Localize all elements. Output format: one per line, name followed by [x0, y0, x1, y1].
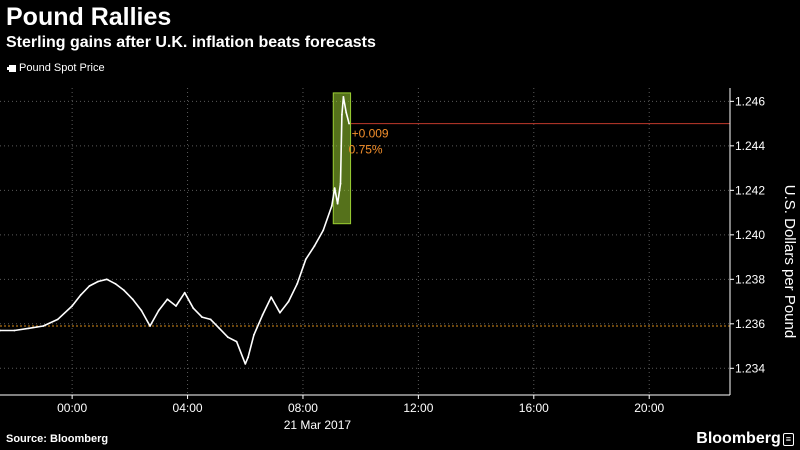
y-tick-label: 1.242: [735, 183, 765, 197]
series-point: [322, 229, 325, 232]
series-point: [192, 307, 195, 310]
series-point: [28, 327, 30, 330]
series-line: [0, 96, 350, 365]
series-point: [341, 113, 343, 116]
series-point: [296, 282, 299, 285]
source-note: Source: Bloomberg: [6, 433, 109, 445]
change-annotation: +0.009: [352, 127, 389, 141]
series-point: [140, 309, 143, 312]
series-point: [227, 336, 229, 339]
x-tick-label: 04:00: [173, 401, 203, 415]
series-point: [0, 329, 1, 332]
y-tick-label: 1.234: [735, 361, 765, 375]
x-tick-label: 16:00: [519, 401, 549, 415]
series-layer: [0, 96, 350, 365]
legend-label: Pound Spot Price: [19, 62, 105, 74]
series-point: [261, 314, 264, 316]
series-point: [313, 245, 316, 247]
y-tick-label: 1.236: [735, 317, 765, 331]
brand-name: Bloomberg: [696, 430, 781, 447]
series-point: [157, 309, 160, 312]
series-point: [339, 182, 342, 185]
y-tick-label: 1.244: [735, 139, 765, 153]
series-point: [304, 258, 307, 261]
series-point: [97, 280, 99, 283]
x-tick-label: 00:00: [57, 401, 87, 415]
series-point: [209, 318, 212, 321]
legend-swatch-icon: [9, 64, 16, 72]
series-point: [105, 278, 108, 281]
series-point: [42, 325, 45, 327]
percent-annotation: 0.75%: [349, 143, 383, 157]
chart-title: Pound Rallies: [6, 3, 172, 31]
x-tick-labels: 00:00 04:00 08:00 12:00 16:00 20:00: [57, 401, 664, 415]
y-tick-labels: 1.234 1.236 1.238 1.240 1.242 1.244 1.246: [735, 94, 765, 375]
series-point: [79, 294, 82, 296]
series-point: [333, 187, 336, 190]
brand-mark-icon: ≡: [782, 432, 794, 446]
y-axis-label: U.S. Dollars per Pound: [781, 185, 798, 338]
series-point: [345, 111, 348, 114]
series-point: [201, 316, 203, 318]
series-point: [175, 305, 177, 307]
series-point: [166, 298, 169, 301]
series-point: [56, 318, 59, 321]
chart-subtitle: Sterling gains after U.K. inflation beat…: [6, 34, 376, 51]
y-tick-label: 1.246: [735, 94, 765, 108]
highlight-rect: [332, 92, 352, 225]
x-tick-label: 08:00: [288, 401, 318, 415]
series-point: [348, 122, 350, 125]
grid: [0, 88, 730, 395]
series-point: [247, 356, 250, 359]
series-point: [235, 340, 238, 343]
series-point: [123, 289, 125, 292]
x-tick-label: 20:00: [634, 401, 664, 415]
series-point: [71, 305, 73, 307]
series-point: [244, 363, 247, 365]
legend: Pound Spot Price: [6, 62, 105, 74]
series-point: [336, 202, 339, 205]
series-point: [149, 325, 151, 327]
series-point: [287, 300, 290, 303]
highlight-box: [332, 92, 352, 225]
x-tick-label: 12:00: [403, 401, 433, 415]
y-tick-label: 1.240: [735, 228, 765, 242]
series-point: [13, 329, 16, 332]
series-point: [88, 285, 91, 287]
axes: [0, 88, 734, 399]
series-point: [342, 96, 345, 98]
brand-logo: Bloomberg ≡: [696, 430, 794, 448]
y-tick-label: 1.238: [735, 272, 765, 286]
series-point: [279, 311, 281, 314]
series-point: [270, 296, 273, 298]
reference-lines: [0, 123, 730, 327]
series-point: [183, 291, 186, 294]
series-point: [253, 334, 255, 336]
x-axis-label: 21 Mar 2017: [284, 418, 352, 432]
series-point: [114, 282, 117, 285]
series-point: [330, 205, 333, 207]
series-point: [218, 327, 221, 330]
series-point: [131, 298, 134, 301]
